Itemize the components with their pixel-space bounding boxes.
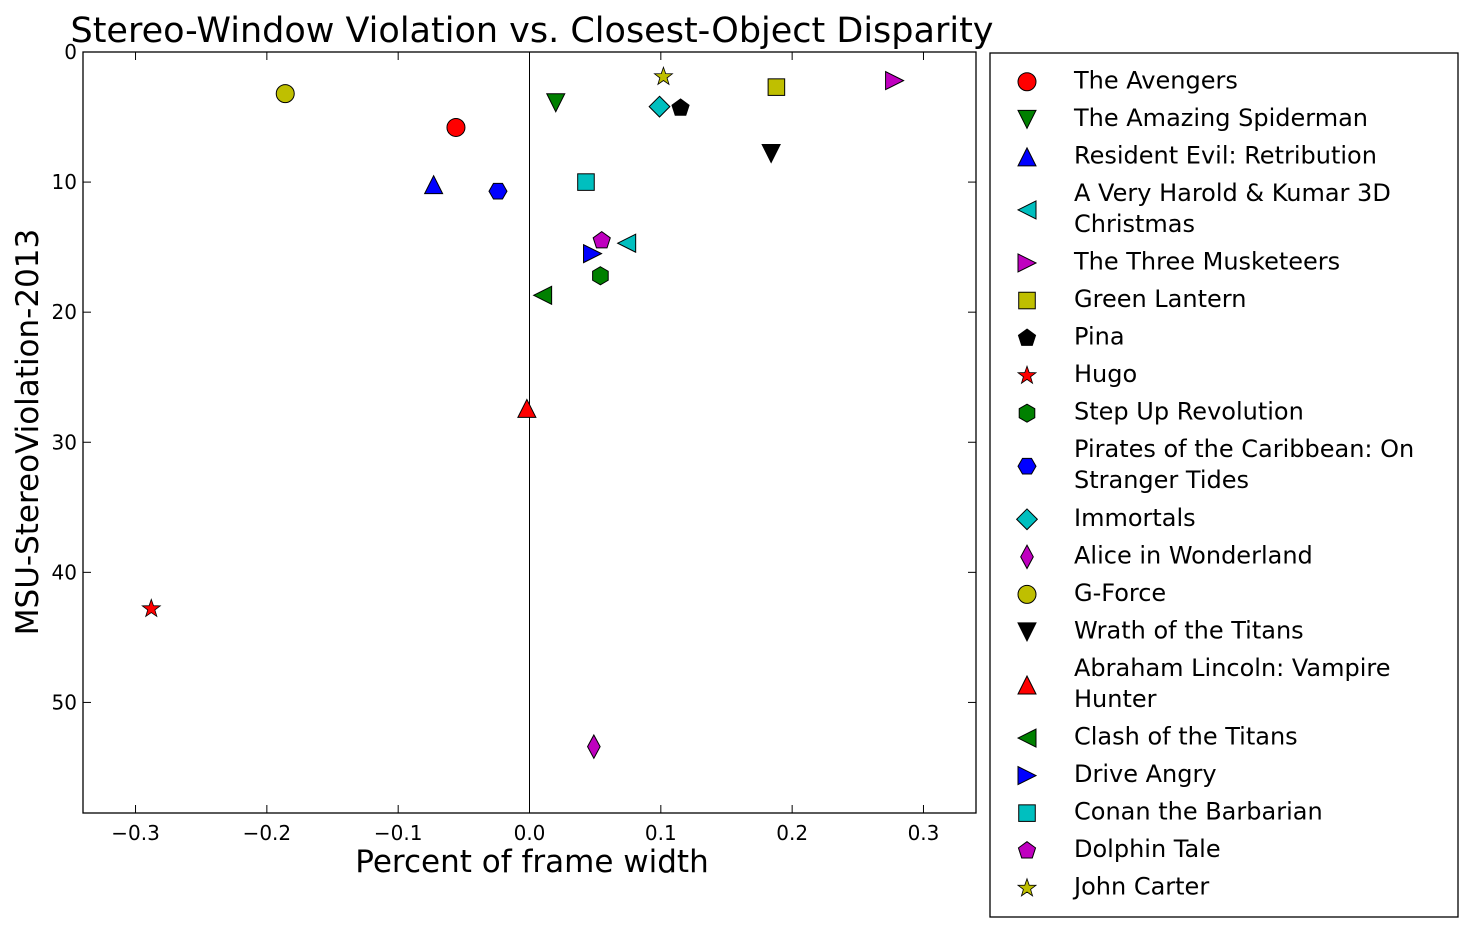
legend-marker (1017, 457, 1037, 475)
y-tick-label: 50 (52, 690, 77, 714)
legend-label: Pina (1074, 323, 1125, 351)
x-tick-label: −0.3 (111, 821, 160, 845)
legend-marker (1017, 765, 1038, 786)
data-points (141, 66, 905, 760)
data-point (653, 66, 674, 86)
legend-marker (1016, 364, 1038, 385)
y-axis-label: MSU-StereoViolation-2013 (10, 229, 46, 635)
legend-marker (1016, 200, 1037, 220)
data-point (517, 398, 537, 418)
legend-label: Pirates of the Caribbean: On Stranger Tid… (1074, 435, 1414, 494)
legend-label: The Avengers (1073, 66, 1238, 94)
legend-marker (1018, 804, 1036, 822)
data-point (592, 231, 611, 249)
data-point (616, 233, 637, 254)
data-point (488, 182, 508, 200)
y-tick-label: 10 (52, 170, 77, 194)
legend-marker (1015, 508, 1039, 531)
legend-marker (1017, 328, 1037, 346)
legend-marker (1017, 109, 1037, 130)
legend-label: Wrath of the Titans (1074, 616, 1304, 644)
legend-label: Clash of the Titans (1074, 723, 1298, 751)
legend-marker (1017, 146, 1037, 167)
legend-label: Hugo (1074, 360, 1137, 388)
data-point (545, 93, 566, 113)
data-point (583, 243, 603, 264)
data-point (586, 733, 601, 760)
x-tick-label: −0.1 (374, 821, 423, 845)
legend-label: Step Up Revolution (1074, 398, 1304, 426)
legend-label: Green Lantern (1074, 285, 1246, 313)
legend-label: The Amazing Spiderman (1073, 104, 1368, 132)
data-point (423, 174, 444, 195)
legend-marker (1018, 403, 1036, 423)
x-tick-label: 0.1 (645, 821, 677, 845)
legend-label: Conan the Barbarian (1074, 798, 1323, 826)
legend-label: G-Force (1074, 579, 1166, 607)
x-tick-label: 0.0 (514, 821, 546, 845)
legend-label: The Three Musketeers (1073, 247, 1340, 275)
axis-ticks: −0.3 −0.2 −0.1 0.0 0.1 0.2 0.3 0 10 20 30 40 50 (52, 40, 976, 845)
legend-marker (1017, 841, 1037, 859)
legend-label: A Very Harold & Kumar 3D Christmas (1074, 179, 1391, 238)
data-point (532, 285, 553, 306)
legend-entries: The Avengers The Amazing Spiderman Residen… (1015, 66, 1414, 901)
legend-label: Resident Evil: Retribution (1074, 141, 1377, 169)
data-point (446, 117, 466, 137)
x-tick-label: 0.2 (776, 821, 808, 845)
x-tick-label: 0.3 (908, 821, 940, 845)
legend-label: John Carter (1072, 873, 1209, 901)
data-point (141, 598, 162, 618)
chart-title: Stereo-Window Violation vs. Closest-Obje… (70, 11, 993, 51)
data-point (648, 95, 671, 118)
data-point (577, 173, 595, 191)
data-point (671, 98, 690, 116)
y-tick-label: 0 (64, 40, 77, 64)
data-point (885, 70, 905, 91)
y-tick-label: 30 (52, 430, 77, 454)
legend-marker (1017, 72, 1037, 92)
legend-marker (1017, 253, 1038, 273)
legend-label: Drive Angry (1074, 760, 1217, 788)
legend-label: Abraham Lincoln: Vampire Hunter (1074, 654, 1391, 713)
legend-marker (1017, 622, 1037, 643)
data-point (275, 84, 295, 104)
legend-marker (1017, 584, 1037, 604)
x-axis-label: Percent of frame width (355, 844, 708, 880)
legend-marker (1018, 291, 1036, 310)
legend-label: Dolphin Tale (1074, 835, 1221, 863)
legend-marker (1020, 544, 1034, 570)
data-point (592, 266, 609, 286)
data-point (761, 143, 781, 164)
legend-label: Immortals (1074, 504, 1196, 532)
legend-marker (1016, 877, 1038, 897)
legend-marker (1016, 728, 1037, 748)
y-tick-label: 40 (52, 560, 77, 584)
legend-label: Alice in Wonderland (1074, 541, 1313, 569)
x-tick-label: −0.2 (243, 821, 292, 845)
data-point (767, 78, 786, 96)
legend (989, 52, 1459, 918)
y-tick-label: 20 (52, 300, 77, 324)
legend-marker (1017, 674, 1037, 695)
